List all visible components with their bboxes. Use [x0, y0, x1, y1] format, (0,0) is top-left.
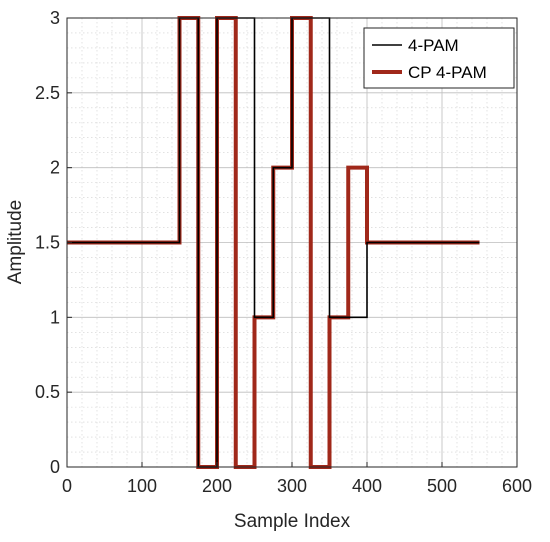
- x-tick-label: 500: [427, 476, 457, 496]
- y-tick-label: 1: [50, 307, 60, 327]
- y-tick-label: 3: [50, 8, 60, 28]
- x-tick-label: 300: [277, 476, 307, 496]
- legend: 4-PAM CP 4-PAM: [363, 27, 515, 89]
- x-tick-label: 0: [62, 476, 72, 496]
- legend-label-4-pam: 4-PAM: [408, 36, 459, 55]
- legend-box: [363, 27, 515, 89]
- y-tick-label: 1.5: [35, 233, 60, 253]
- y-tick-label: 0.5: [35, 382, 60, 402]
- x-tick-label: 600: [502, 476, 532, 496]
- y-tick-label: 2: [50, 158, 60, 178]
- tick-labels: 0 100 200 300 400 500 600 0 0.5 1 1.5 2 2.5 3: [35, 8, 532, 496]
- x-tick-label: 200: [202, 476, 232, 496]
- x-tick-label: 400: [352, 476, 382, 496]
- ticks: [66, 17, 518, 468]
- legend-label-cp-4-pam: CP 4-PAM: [408, 63, 487, 82]
- x-axis-title: Sample Index: [234, 511, 351, 532]
- y-axis-title: Amplitude: [5, 200, 26, 285]
- y-tick-label: 2.5: [35, 83, 60, 103]
- y-tick-label: 0: [50, 457, 60, 477]
- x-tick-label: 100: [127, 476, 157, 496]
